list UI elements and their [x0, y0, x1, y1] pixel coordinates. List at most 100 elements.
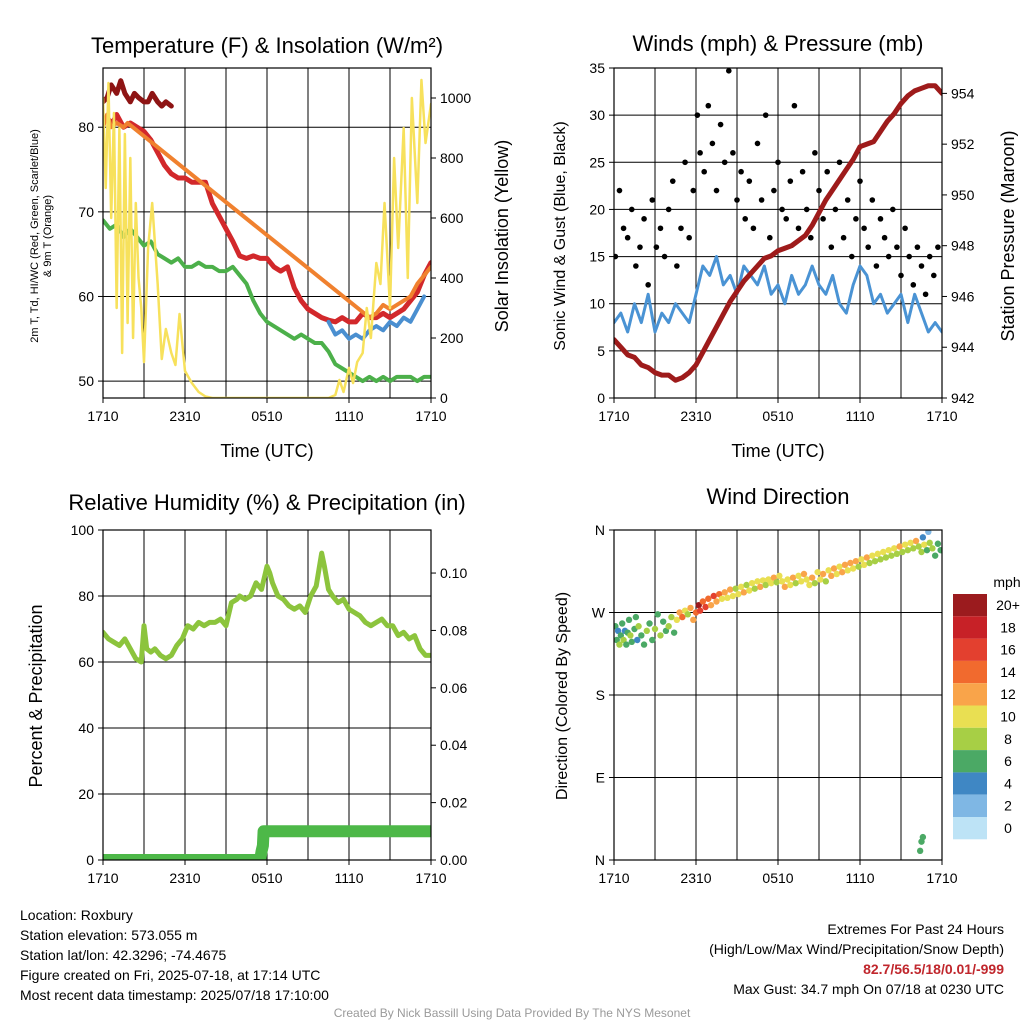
direction-point: [735, 590, 742, 598]
direction-point: [817, 576, 824, 583]
y2-tick-label: 0.06: [440, 680, 467, 696]
y-tick-label: 5: [597, 343, 605, 359]
gust-point: [620, 225, 627, 232]
gust-point: [931, 272, 937, 279]
gust-point: [808, 234, 814, 241]
direction-point: [937, 546, 942, 554]
colorbar-label: 4: [1004, 775, 1012, 791]
gust-point: [857, 178, 863, 184]
gust-point: [775, 159, 781, 166]
direction-point: [828, 572, 835, 580]
gust-point: [836, 159, 843, 166]
plot-area: [103, 550, 431, 860]
direction-panel: Wind Direction Direction (Colored By Spe…: [554, 484, 1021, 886]
y2-tick-label: 0: [440, 390, 448, 406]
direction-point: [858, 556, 865, 563]
y-tick-label: E: [596, 770, 605, 786]
direction-point: [625, 616, 633, 624]
direction-point: [634, 636, 641, 644]
gust-point: [628, 206, 635, 213]
gust-point: [758, 197, 765, 203]
gust-point: [734, 197, 740, 203]
colorbar-label: 8: [1004, 731, 1012, 747]
direction-point: [628, 638, 635, 646]
direction-point: [767, 579, 775, 587]
direction-point: [926, 539, 933, 547]
station-elevation: Station elevation: 573.055 m: [20, 927, 198, 943]
direction-point: [822, 578, 830, 585]
gust-point: [614, 253, 619, 260]
direction-point: [871, 557, 879, 565]
direction-point: [910, 545, 917, 552]
direction-point: [668, 613, 675, 621]
gust-point: [678, 225, 684, 232]
plot-area: [614, 68, 942, 383]
gust-point: [824, 168, 830, 175]
gust-point: [726, 68, 732, 74]
direction-point: [623, 641, 630, 648]
y2-tick-label: 946: [951, 288, 975, 304]
direction-point: [866, 559, 873, 567]
y2-tick-label: 0.10: [440, 565, 467, 581]
direction-ylabel-left: Direction (Colored By Speed): [554, 592, 571, 800]
direction-point: [869, 552, 876, 559]
pressure-line: [614, 83, 942, 383]
direction-point: [912, 537, 920, 545]
gust-point: [910, 282, 917, 288]
colorbar-label: 10: [1000, 709, 1016, 725]
gust-point: [914, 244, 921, 250]
direction-point: [885, 546, 892, 554]
station-info: Location: Roxbury Station elevation: 573…: [20, 905, 329, 1005]
direction-point: [699, 598, 707, 605]
direction-point: [713, 598, 720, 605]
winds-xlabel: Time (UTC): [731, 441, 824, 461]
gust-point: [713, 187, 720, 194]
gust-point: [803, 206, 810, 213]
direction-point: [627, 632, 634, 639]
direction-point: [646, 620, 653, 627]
gust-point: [669, 178, 676, 184]
gust-point: [750, 225, 757, 232]
y-tick-label: 30: [589, 107, 605, 123]
temperature-ylabel-right: Solar Insolation (Yellow): [492, 140, 512, 332]
direction-point: [729, 592, 737, 600]
gust-point: [865, 244, 871, 250]
x-tick-label: 1710: [87, 870, 118, 886]
gust-point: [812, 150, 818, 156]
gust-point: [661, 253, 668, 260]
gust-point: [816, 187, 822, 194]
x-tick-label: 2310: [680, 870, 711, 886]
colorbar-label: 0: [1004, 820, 1012, 836]
direction-point: [918, 548, 925, 556]
extremes-heading: Extremes For Past 24 Hours: [827, 921, 1004, 937]
plot-area: [103, 78, 431, 398]
colorbar-swatch: [953, 683, 987, 706]
gust-point: [771, 187, 777, 194]
gust-point: [787, 178, 794, 184]
wind-line: [614, 255, 942, 334]
colorbar-swatch: [953, 750, 987, 773]
direction-point: [710, 592, 717, 600]
direction-point: [651, 625, 659, 633]
direction-point: [907, 539, 914, 547]
gust-point: [616, 187, 623, 194]
station-latlon: Station lat/lon: 42.3296; -74.4675: [20, 947, 227, 963]
direction-point: [874, 550, 881, 558]
y2-tick-label: 400: [440, 270, 464, 286]
direction-point: [762, 581, 769, 589]
temperature-ylabel-left: 2m T, Td, HI/WC (Red, Green, Scarlet/Blu…: [29, 129, 54, 343]
x-tick-label: 2310: [169, 870, 200, 886]
gust-point: [832, 206, 839, 213]
x-tick-label: 1710: [598, 408, 629, 424]
x-tick-label: 1710: [926, 408, 957, 424]
grid: [614, 530, 942, 860]
plot-frame: [102, 529, 432, 861]
y2-tick-label: 952: [951, 136, 975, 152]
temperature-xlabel: Time (UTC): [220, 441, 313, 461]
x-tick-label: 2310: [680, 408, 711, 424]
direction-point: [899, 548, 906, 556]
direction-point: [773, 579, 780, 586]
colorbar-swatch: [953, 638, 987, 661]
speed-colorbar: 20+ 18 16 14 12 10 8 6 4 2 0: [953, 594, 1020, 840]
direction-point: [721, 589, 728, 596]
